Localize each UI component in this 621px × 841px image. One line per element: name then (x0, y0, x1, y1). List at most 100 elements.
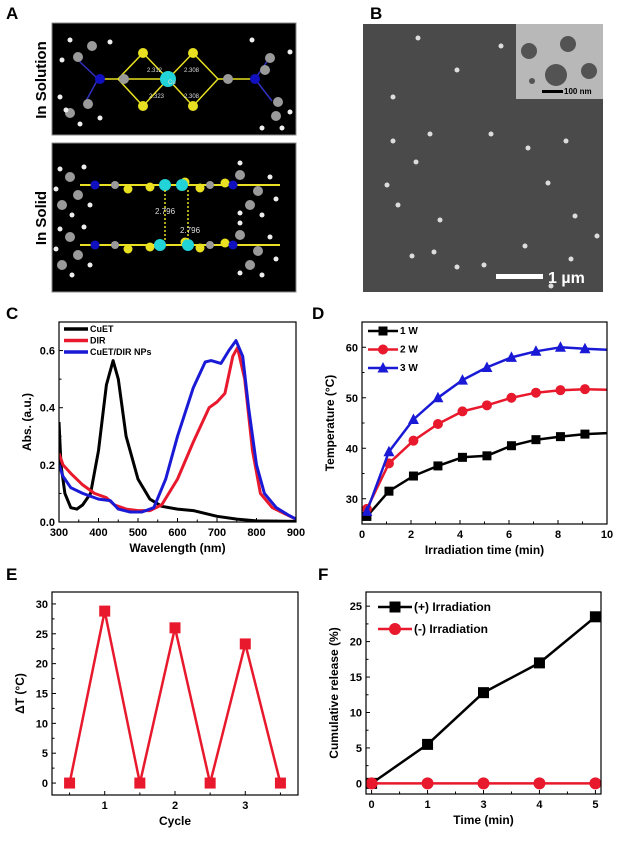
chart-f: 0 5 10 15 20 25 0 1 3 4 5 Time (min) Cumulative rele… (327, 591, 602, 827)
hydrogen-atom (69, 212, 75, 218)
data-point-square (531, 435, 541, 445)
data-point-circle (477, 777, 490, 790)
scale-bar-label: 1 µm (548, 270, 585, 287)
sulfur-atom (188, 101, 198, 111)
nanoparticle (454, 264, 460, 270)
nanoparticle (390, 94, 396, 100)
y-tick-label: 5 (356, 743, 362, 755)
legend-label: (+) Irradiation (414, 600, 491, 614)
y-tick-label: 0.0 (40, 517, 55, 529)
nitrogen-atom (250, 74, 260, 84)
y-tick-label: 0.4 (40, 403, 56, 415)
chart-d: 30 40 50 60 0 2 4 6 8 10 Irradiation time (min) Tem… (323, 321, 613, 557)
plot-frame (365, 591, 602, 795)
x-tick-label: 800 (247, 527, 265, 539)
x-tick-label: 700 (208, 527, 226, 539)
hydrogen-atom (69, 272, 75, 278)
data-point-square (422, 738, 434, 750)
hydrogen-atom (237, 270, 243, 276)
legend-item: 1 W (368, 326, 418, 337)
hydrogen-atom (249, 37, 255, 43)
series-1-w (362, 429, 607, 521)
copper-atom (159, 179, 171, 191)
hydrogen-atom (267, 174, 273, 180)
carbon-atom (111, 181, 119, 189)
data-point-square (64, 777, 76, 789)
legend-item: (+) Irradiation (378, 600, 491, 614)
data-point-triangle (407, 413, 419, 424)
caption-in-solution: In Solution (33, 41, 50, 118)
sulfur-atom (220, 178, 230, 188)
nanoparticle (568, 256, 574, 262)
bond (192, 78, 219, 107)
carbon-atom (235, 230, 245, 240)
x-tick-label: 6 (506, 529, 512, 541)
x-axis-label: Time (min) (453, 813, 513, 827)
sulfur-atom (123, 244, 133, 254)
data-point-square (362, 511, 372, 521)
hydrogen-atom (97, 115, 103, 121)
data-point-triangle (530, 345, 542, 356)
carbon-atom (87, 41, 97, 51)
panel-label-f: F (318, 565, 328, 584)
hydrogen-atom (287, 109, 293, 115)
carbon-atom (73, 190, 83, 200)
hydrogen-atom (63, 107, 69, 113)
hydrogen-atom (259, 212, 265, 218)
y-tick-label: 10 (350, 707, 362, 719)
x-tick-label: 1 (424, 799, 430, 811)
nanoparticle (498, 43, 504, 49)
hydrogen-atom (57, 166, 63, 172)
data-point-circle (555, 385, 566, 396)
x-axis-label: Wavelength (nm) (129, 541, 225, 555)
x-tick-label: 500 (129, 527, 147, 539)
carbon-atom (57, 260, 67, 270)
nanoparticle (384, 182, 390, 188)
nanoparticle (415, 35, 421, 41)
carbon-atom (57, 200, 67, 210)
series-line (59, 339, 296, 521)
x-tick-label: 0 (359, 529, 365, 541)
carbon-atom (73, 250, 83, 260)
carbon-atom (65, 172, 75, 182)
x-tick-label: 5 (592, 799, 598, 811)
data-point-triangle (377, 362, 389, 373)
copper-atom (160, 71, 176, 87)
inset-scale-bar (542, 90, 563, 93)
data-point-square (580, 429, 590, 439)
data-point-circle (589, 777, 601, 790)
carbon-atom (235, 170, 245, 180)
nanoparticle (545, 180, 551, 186)
nanoparticle (431, 249, 437, 255)
panel-label-c: C (6, 304, 18, 323)
y-tick-label: 5 (42, 748, 48, 760)
legend-item: CuET/DIR NPs (64, 347, 152, 357)
y-tick-label: 10 (36, 718, 48, 730)
chart-c: 0.0 0.2 0.4 0.6 300 400 500 600 700 800 900 Wavelen… (20, 321, 305, 555)
hydrogen-atom (67, 37, 73, 43)
bond-length-label: 2.323 (149, 94, 165, 100)
x-tick-label: 400 (89, 527, 107, 539)
carbon-atom (260, 65, 270, 75)
panel-label-d: D (312, 304, 324, 323)
carbon-atom (119, 74, 129, 84)
nanoparticle (522, 243, 528, 249)
x-tick-label: 2 (172, 800, 178, 812)
data-point-circle (389, 623, 401, 635)
x-tick-label: 3 (480, 799, 486, 811)
data-point-square (533, 657, 545, 669)
nanoparticle (488, 131, 494, 137)
carbon-atom (223, 74, 233, 84)
carbon-atom (65, 232, 75, 242)
data-point-square (482, 451, 492, 461)
x-tick-label: 600 (168, 527, 186, 539)
x-axis-label: Irradiation time (min) (425, 543, 544, 557)
series-cuet (59, 359, 296, 522)
panel-label-b: B (370, 4, 382, 23)
hydrogen-atom (237, 220, 243, 226)
series-line (68, 609, 282, 785)
y-axis-label: Cumulative release (%) (327, 627, 341, 758)
bond (192, 52, 219, 80)
series-line (365, 431, 607, 518)
bond-length-label: 2.308 (184, 68, 200, 74)
